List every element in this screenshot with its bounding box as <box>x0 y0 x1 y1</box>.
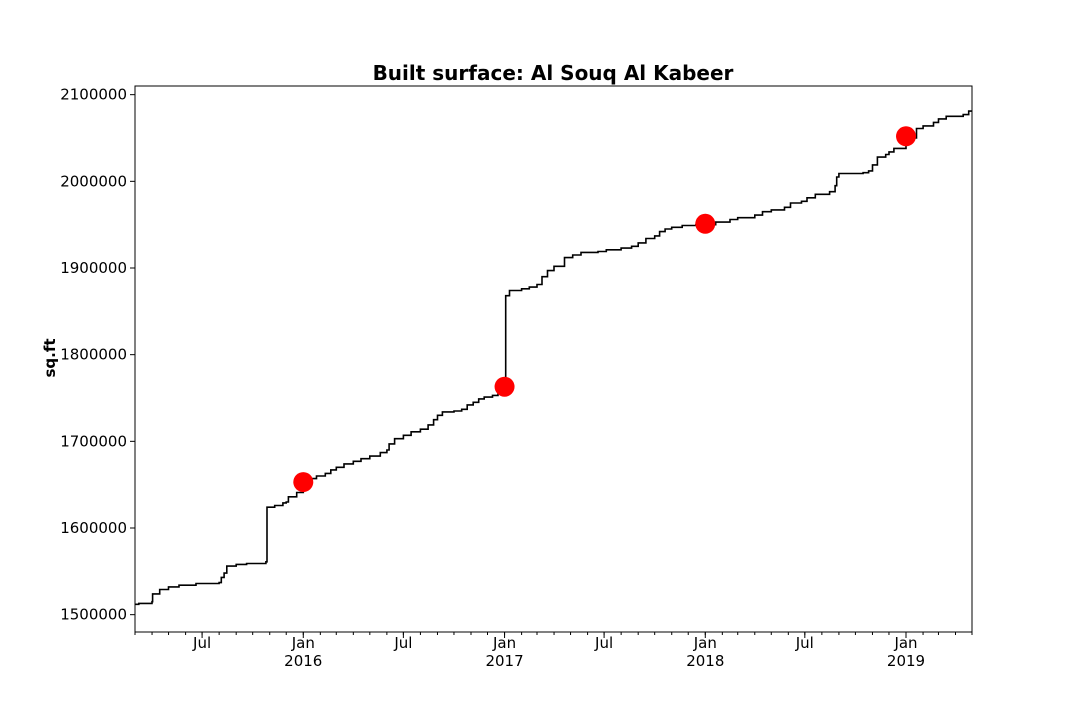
x-tick-label: Jul <box>192 634 211 652</box>
yearly-marker-point <box>695 213 716 234</box>
y-tick-label: 1700000 <box>60 432 127 450</box>
y-tick-label: 1500000 <box>60 606 127 624</box>
x-tick-year: 2016 <box>284 652 322 670</box>
x-tick-year: 2018 <box>686 652 724 670</box>
built-surface-line <box>135 110 972 606</box>
x-tick-year: 2017 <box>485 652 523 670</box>
x-tick-label: Jul <box>594 634 613 652</box>
y-tick-label: 1800000 <box>60 346 127 364</box>
y-tick-label: 1900000 <box>60 259 127 277</box>
x-tick-label: Jan <box>291 634 315 652</box>
x-tick-year: 2019 <box>887 652 925 670</box>
yearly-marker-point <box>293 472 314 493</box>
y-tick-label: 1600000 <box>60 519 127 537</box>
x-tick-label: Jan <box>693 634 717 652</box>
y-axis-label: sq.ft <box>41 338 59 377</box>
plot-frame <box>134 85 973 633</box>
chart-title: Built surface: Al Souq Al Kabeer <box>373 61 734 85</box>
series-layer <box>135 110 972 606</box>
x-tick-label: Jul <box>393 634 412 652</box>
y-tick-label: 2100000 <box>60 86 127 104</box>
y-axis-ticks: 1500000 1600000 1700000 1800000 1900000 20000… <box>60 86 135 624</box>
yearly-marker-point <box>896 126 917 147</box>
y-tick-label: 2000000 <box>60 172 127 190</box>
x-tick-label: Jan <box>893 634 917 652</box>
x-tick-label: Jul <box>795 634 814 652</box>
yearly-marker-point <box>494 376 515 397</box>
x-tick-label: Jan <box>492 634 516 652</box>
